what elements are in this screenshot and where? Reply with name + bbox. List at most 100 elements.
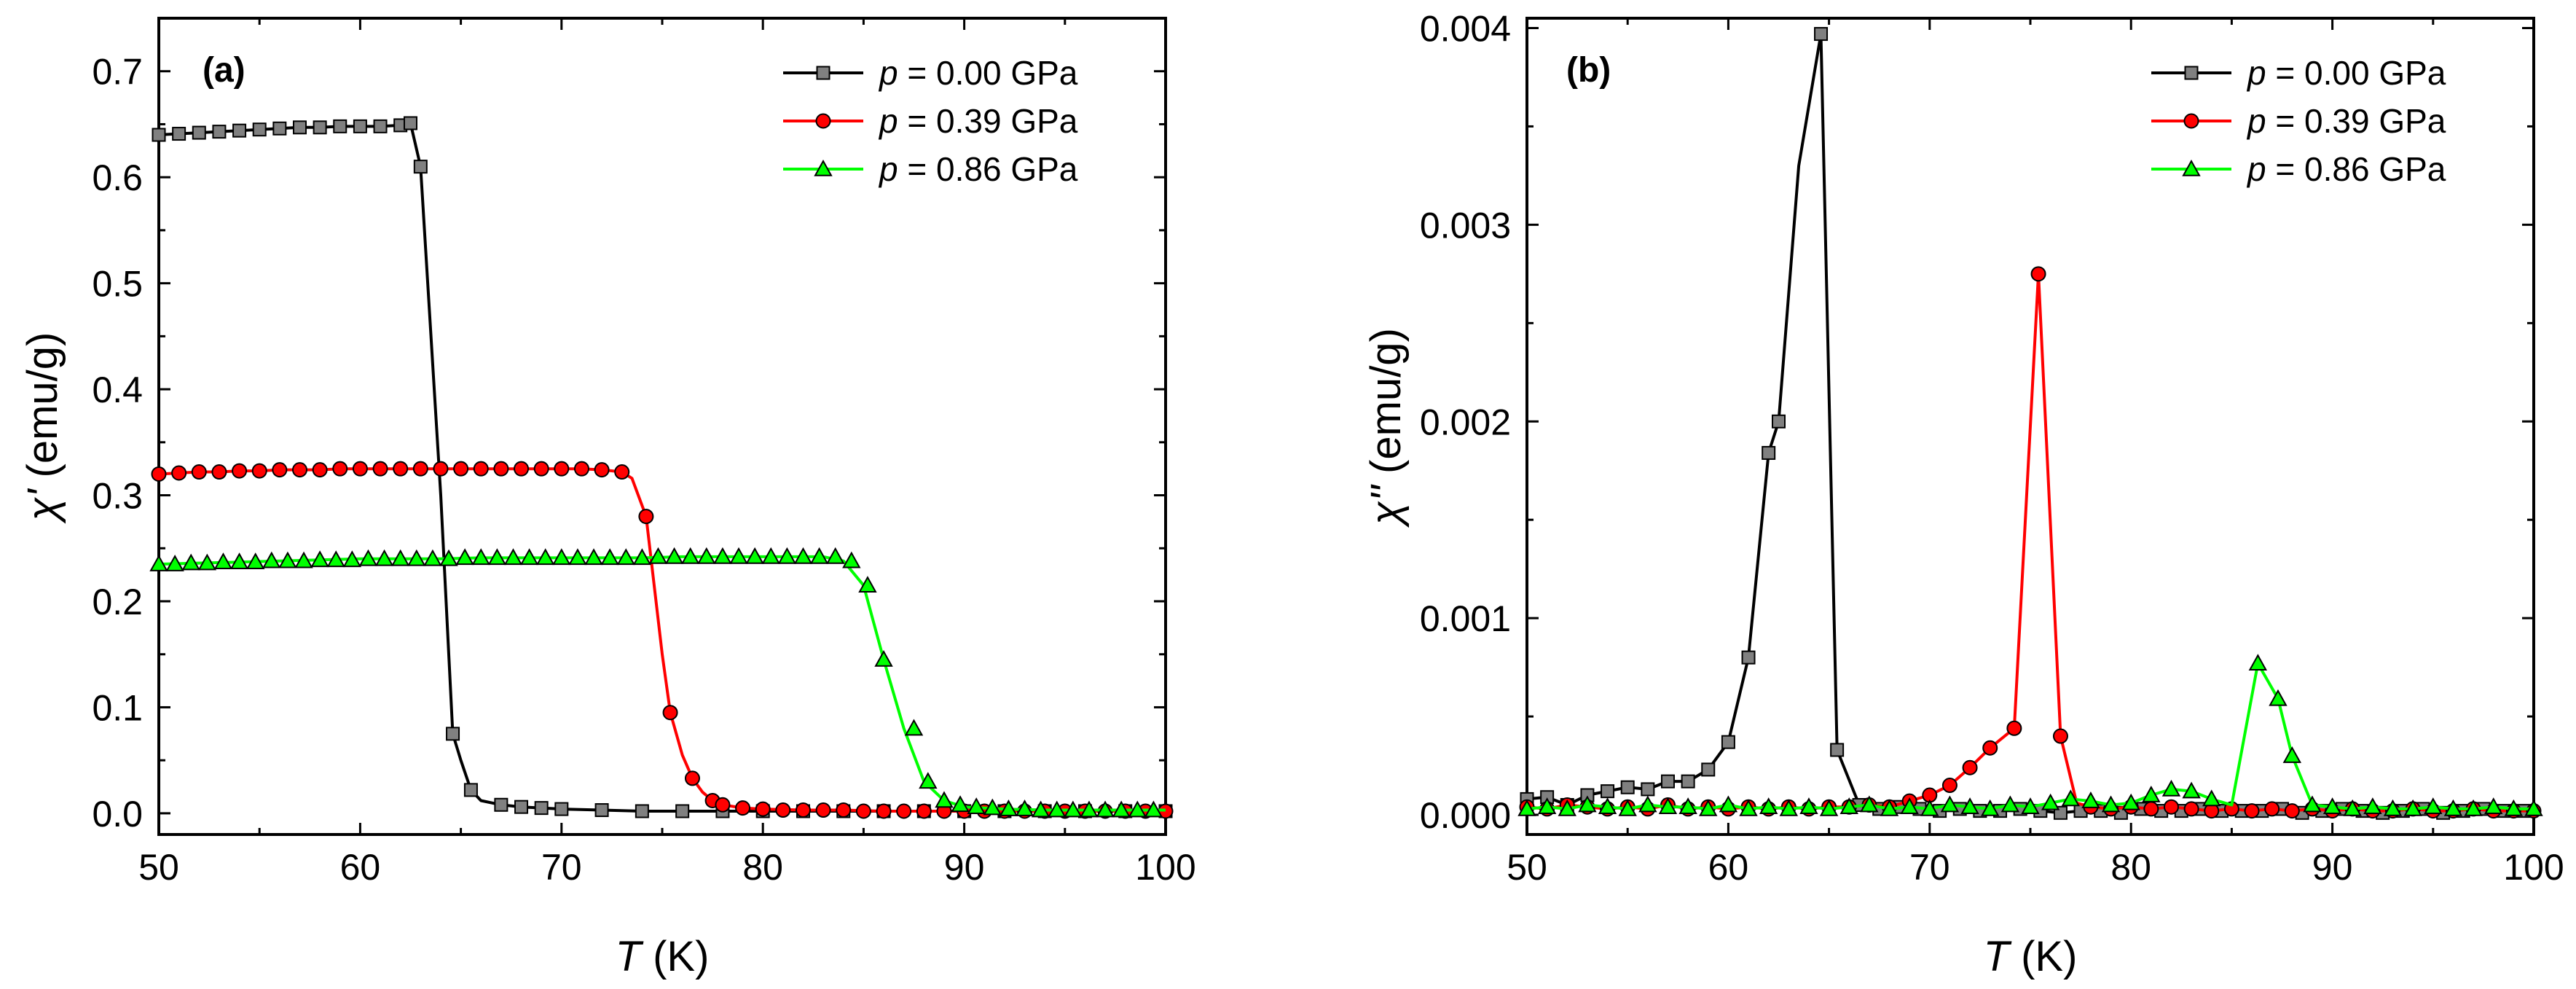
y-tick-label: 0.1	[92, 687, 143, 728]
legend-entry-1: p = 0.39 GPa	[783, 102, 1078, 140]
data-point	[211, 464, 227, 480]
data-point	[1601, 784, 1615, 799]
data-point	[1739, 799, 1758, 816]
data-point	[916, 803, 932, 819]
data-point	[951, 795, 970, 813]
data-point	[904, 719, 924, 736]
data-point	[332, 461, 348, 477]
data-point	[1940, 795, 1960, 813]
data-point	[272, 121, 287, 136]
data-point	[1096, 800, 1115, 818]
x-tick-label: 100	[2503, 847, 2564, 888]
data-point	[2006, 720, 2022, 736]
x-tick-label: 50	[1507, 847, 1547, 888]
legend-marker	[815, 113, 831, 129]
data-point	[1900, 797, 1919, 815]
panel-a-x-ticks: 50 60 70 80 90 100	[138, 18, 1196, 888]
series-2	[1517, 654, 2543, 816]
legend-marker	[2182, 159, 2201, 176]
data-point	[2484, 797, 2503, 815]
data-point	[745, 547, 764, 564]
data-point	[1860, 795, 1879, 813]
data-point	[1517, 799, 1536, 816]
data-point	[1982, 740, 1998, 756]
data-point	[697, 547, 716, 564]
data-point	[680, 547, 700, 564]
legend-label: p = 0.39 GPa	[2246, 102, 2446, 140]
data-point	[999, 800, 1018, 816]
panel-a-legend: p = 0.00 GPa p = 0.39 GPa p = 0.86 GPa	[783, 54, 1078, 188]
data-point	[876, 803, 892, 819]
data-point	[2363, 797, 2382, 815]
data-point	[855, 803, 871, 819]
data-point	[514, 800, 529, 814]
legend-marker	[816, 66, 830, 80]
series-2	[149, 547, 1166, 818]
data-point	[648, 547, 668, 564]
x-tick-label: 70	[1909, 847, 1950, 888]
data-point	[935, 791, 954, 808]
data-point	[755, 801, 771, 817]
panel-b-y-axis-title: χ'' (emu/g)	[1362, 328, 1410, 528]
data-point	[2383, 799, 2403, 816]
legend-marker	[2183, 113, 2199, 129]
series-line	[158, 467, 1166, 813]
data-point	[453, 461, 469, 477]
data-point	[638, 509, 654, 525]
data-point	[358, 549, 378, 566]
data-point	[826, 547, 845, 564]
legend-entry-2: p = 0.86 GPa	[783, 150, 1078, 188]
data-point	[423, 549, 442, 566]
data-point	[2163, 799, 2179, 815]
data-point	[1779, 799, 1799, 816]
x-tick-label: 70	[541, 847, 582, 888]
panel-a-frame	[157, 17, 1167, 836]
data-point	[1719, 795, 1738, 813]
y-tick-label: 0.004	[1420, 8, 1511, 49]
data-point	[1962, 759, 1978, 775]
data-point	[2269, 689, 2288, 706]
data-point	[715, 797, 731, 813]
data-point	[2264, 801, 2280, 817]
panel-b-x-ticks: 50 60 70 80 90 100	[1507, 18, 2564, 888]
data-point	[2248, 654, 2268, 671]
data-point	[729, 547, 748, 564]
data-point	[713, 547, 732, 564]
data-point	[775, 802, 791, 818]
data-point	[836, 802, 852, 818]
data-point	[326, 550, 345, 568]
data-point	[407, 549, 426, 566]
data-point	[874, 649, 893, 667]
data-point	[2443, 799, 2463, 816]
data-point	[463, 783, 478, 797]
legend-label: p = 0.00 GPa	[878, 54, 1078, 92]
data-point	[1681, 774, 1695, 789]
data-point	[896, 803, 912, 819]
data-point	[212, 125, 227, 139]
data-point	[149, 555, 168, 571]
x-tick-label: 80	[742, 847, 783, 888]
panel-a-y-ticks: 0.0 0.1 0.2 0.3 0.4 0.5 0.6 0.7	[92, 52, 1166, 834]
panel-a: 50 60 70 80 90 100 0.0 0.1 0.2 0.3 0.4 0.5 0.6 0.7 p…	[19, 17, 1196, 980]
data-point	[471, 548, 490, 566]
x-tick-label: 100	[1135, 847, 1195, 888]
data-point	[1762, 445, 1776, 460]
data-point	[594, 462, 610, 478]
panel-a-label: (a)	[203, 51, 246, 90]
series-line	[158, 122, 1166, 813]
y-tick-label: 0.5	[92, 264, 143, 305]
data-point	[2182, 781, 2201, 799]
data-point	[2202, 789, 2221, 807]
data-point	[352, 461, 368, 477]
data-point	[393, 461, 409, 477]
data-point	[2504, 799, 2524, 816]
data-point	[568, 548, 587, 566]
legend-marker	[814, 159, 833, 176]
y-tick-label: 0.000	[1420, 795, 1511, 836]
data-point	[1699, 799, 1718, 816]
legend-entry-0: p = 0.00 GPa	[2151, 54, 2446, 92]
data-point	[1678, 797, 1697, 815]
data-point	[1641, 782, 1655, 797]
data-point	[1598, 797, 1617, 815]
data-point	[554, 802, 569, 816]
